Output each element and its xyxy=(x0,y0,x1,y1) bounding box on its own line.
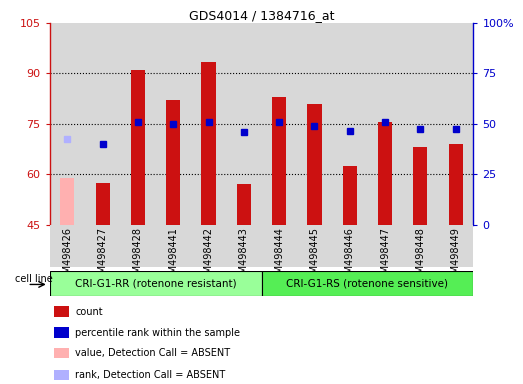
Text: GSM498447: GSM498447 xyxy=(380,227,390,286)
Bar xyxy=(367,225,403,267)
Bar xyxy=(367,23,403,225)
Text: GSM498426: GSM498426 xyxy=(62,227,72,286)
Bar xyxy=(85,225,120,267)
Text: CRI-G1-RS (rotenone sensitive): CRI-G1-RS (rotenone sensitive) xyxy=(287,278,448,288)
Bar xyxy=(120,23,155,225)
Bar xyxy=(378,122,392,225)
Bar xyxy=(54,328,69,338)
Text: GSM498445: GSM498445 xyxy=(310,227,320,286)
Bar xyxy=(50,225,85,267)
Bar xyxy=(226,225,262,267)
Bar xyxy=(438,23,473,225)
Bar xyxy=(85,23,120,225)
Title: GDS4014 / 1384716_at: GDS4014 / 1384716_at xyxy=(189,9,334,22)
Bar xyxy=(191,23,226,225)
Bar xyxy=(262,23,297,225)
Bar xyxy=(60,178,74,225)
Bar xyxy=(50,271,262,296)
Bar xyxy=(96,183,110,225)
Bar xyxy=(156,225,191,267)
Text: GSM498441: GSM498441 xyxy=(168,227,178,286)
Bar xyxy=(343,166,357,225)
Text: GSM498443: GSM498443 xyxy=(239,227,249,286)
Bar xyxy=(332,225,367,267)
Bar xyxy=(297,23,332,225)
Bar xyxy=(54,348,69,358)
Bar xyxy=(54,370,69,381)
Bar xyxy=(438,225,473,267)
Text: GSM498427: GSM498427 xyxy=(98,227,108,286)
Text: GSM498446: GSM498446 xyxy=(345,227,355,286)
Bar xyxy=(449,144,463,225)
Text: GSM498428: GSM498428 xyxy=(133,227,143,286)
Bar xyxy=(403,23,438,225)
Bar xyxy=(262,271,473,296)
Bar xyxy=(191,225,226,267)
Text: count: count xyxy=(75,306,103,316)
Bar xyxy=(262,225,297,267)
Bar xyxy=(54,306,69,317)
Text: percentile rank within the sample: percentile rank within the sample xyxy=(75,328,240,338)
Bar xyxy=(332,23,367,225)
Text: cell line: cell line xyxy=(15,275,53,285)
Bar xyxy=(50,23,85,225)
Bar xyxy=(120,225,155,267)
Text: GSM498442: GSM498442 xyxy=(203,227,213,286)
Text: rank, Detection Call = ABSENT: rank, Detection Call = ABSENT xyxy=(75,370,225,380)
Bar xyxy=(272,97,286,225)
Bar xyxy=(413,147,427,225)
Bar xyxy=(166,100,180,225)
Bar xyxy=(201,62,215,225)
Text: GSM498444: GSM498444 xyxy=(274,227,284,286)
Bar xyxy=(403,225,438,267)
Bar xyxy=(156,23,191,225)
Bar xyxy=(131,70,145,225)
Text: GSM498448: GSM498448 xyxy=(415,227,425,286)
Bar xyxy=(297,225,332,267)
Bar xyxy=(226,23,262,225)
Text: CRI-G1-RR (rotenone resistant): CRI-G1-RR (rotenone resistant) xyxy=(75,278,236,288)
Text: GSM498449: GSM498449 xyxy=(451,227,461,286)
Text: value, Detection Call = ABSENT: value, Detection Call = ABSENT xyxy=(75,348,230,358)
Bar xyxy=(237,184,251,225)
Bar xyxy=(308,104,322,225)
